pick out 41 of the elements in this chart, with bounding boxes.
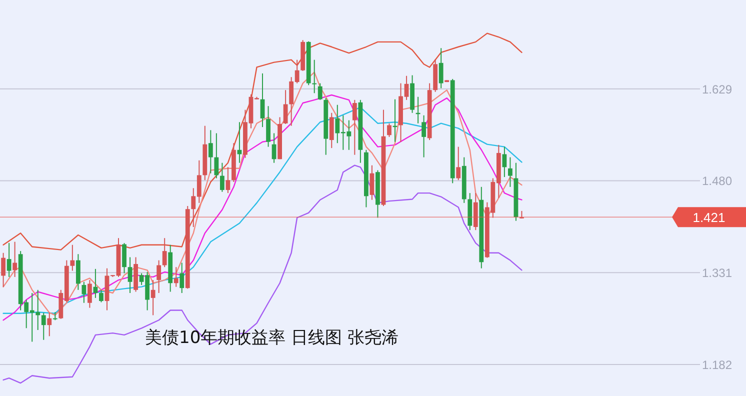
candlestick	[88, 280, 92, 308]
candlestick	[370, 164, 374, 200]
candlestick	[329, 112, 334, 149]
y-tick-label: 1.331	[702, 266, 732, 280]
candlestick	[76, 254, 80, 290]
candlestick	[318, 82, 322, 100]
candlestick	[283, 90, 288, 124]
candlestick	[128, 256, 132, 294]
candlestick	[214, 132, 219, 179]
y-tick-label: 1.629	[702, 82, 732, 96]
candlestick	[99, 289, 104, 303]
candlestick	[266, 106, 270, 148]
candlestick	[220, 162, 224, 192]
y-tick-label: 1.182	[702, 358, 732, 372]
ref-line-label: 1.421	[692, 210, 726, 226]
candlestick	[208, 130, 213, 174]
candlestick	[508, 156, 512, 188]
candlestick	[156, 260, 162, 294]
candlestick	[438, 48, 444, 89]
candlestick	[41, 312, 46, 340]
candlestick	[47, 312, 52, 337]
candlestick	[312, 59, 317, 94]
candlestick	[456, 146, 461, 181]
candlestick	[226, 166, 230, 194]
candlestick	[422, 114, 426, 158]
candlestick	[387, 122, 392, 138]
y-tick-label: 1.480	[702, 174, 732, 188]
candlestick	[122, 242, 126, 274]
candlestick	[1, 252, 6, 288]
line-series	[2, 164, 522, 384]
candlestick	[162, 238, 167, 268]
candlestick	[502, 146, 507, 178]
candlestick	[70, 244, 75, 272]
candlestick	[12, 241, 18, 278]
candlestick	[174, 266, 178, 288]
candlestick	[82, 281, 86, 304]
candlestick	[180, 262, 184, 294]
candlestick	[352, 99, 357, 156]
candlestick	[6, 242, 12, 278]
candlestick	[260, 72, 265, 128]
candlestick	[150, 280, 156, 316]
